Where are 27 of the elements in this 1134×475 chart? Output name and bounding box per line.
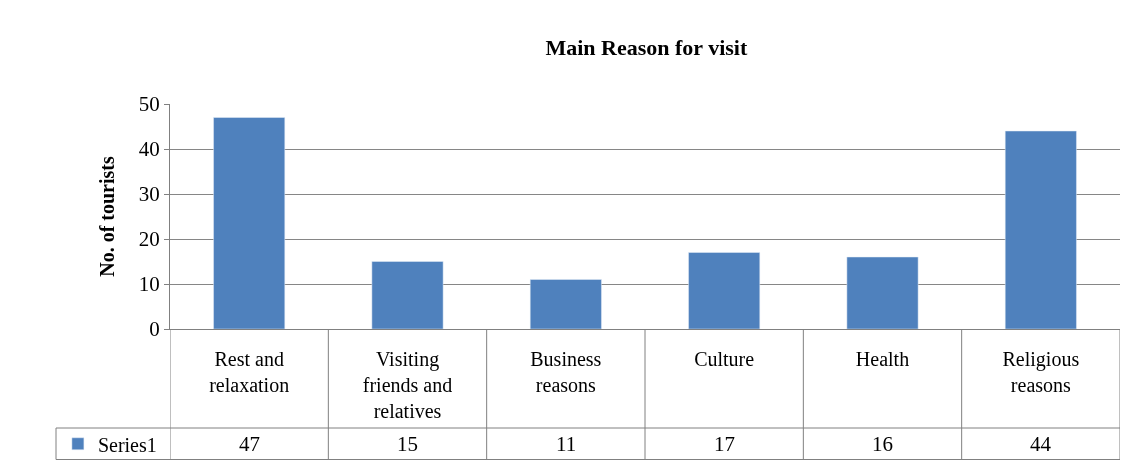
x-tick-label: Visiting friends and relatives: [362, 348, 453, 422]
bar: [1004, 130, 1077, 329]
data-label: 11: [556, 432, 577, 456]
data-label: 17: [714, 432, 735, 456]
x-tick-label: Rest and relaxation: [209, 348, 290, 396]
bar: [846, 256, 919, 329]
bar: [529, 279, 602, 329]
x-tick-label: Culture: [694, 348, 755, 370]
legend-label: Series1: [97, 433, 157, 456]
y-tick-label: 40: [138, 137, 160, 162]
chart-title: Main Reason for visit: [545, 35, 748, 61]
data-label: 16: [872, 432, 893, 456]
y-axis-title: No. of tourists: [96, 156, 119, 277]
y-tick-label: 0: [149, 317, 160, 342]
data-label: 15: [397, 432, 418, 456]
y-tick-label: 10: [138, 272, 160, 297]
y-tick-label: 20: [138, 227, 160, 252]
x-tick-label: Health: [855, 348, 910, 370]
data-label: 47: [239, 432, 260, 456]
y-tick-label: 30: [138, 182, 160, 207]
y-tick-label: 50: [138, 92, 160, 117]
x-tick-label: Religious reasons: [1002, 348, 1080, 396]
x-tick-label: Business reasons: [530, 348, 602, 396]
bar: [688, 252, 761, 329]
bar: [371, 261, 444, 329]
bar: [213, 117, 286, 329]
data-label: 44: [1030, 432, 1052, 456]
